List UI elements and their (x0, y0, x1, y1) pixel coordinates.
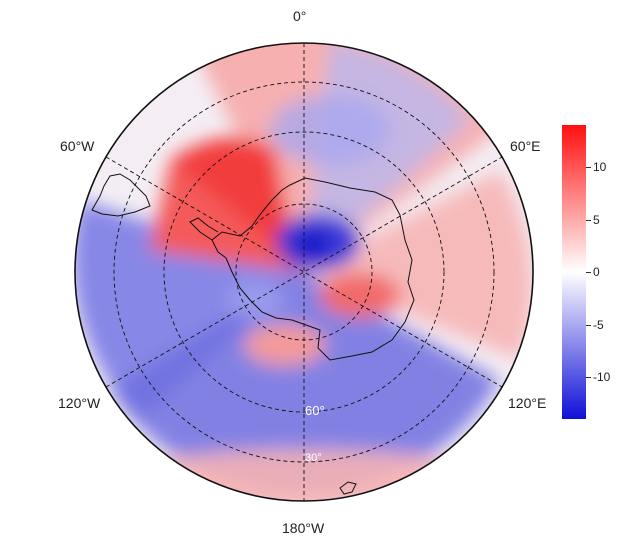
lat-label-30: 30° (305, 452, 322, 464)
lon-label-top: 0° (293, 8, 307, 24)
colorbar-tick-label: -10 (593, 370, 611, 384)
lon-label-lower-right: 120°E (508, 395, 547, 411)
colorbar-tick (586, 219, 591, 221)
antarctica-coastline (211, 177, 415, 361)
colorbar-tick (586, 377, 591, 378)
colorbar-tick-label: -5 (593, 317, 604, 332)
lon-label-upper-right: 60°E (510, 138, 541, 154)
lat-label-60: 60° (305, 403, 325, 418)
graticule (105, 43, 503, 501)
lon-label-upper-left: 60°W (60, 138, 95, 154)
lon-label-lower-left: 120°W (58, 395, 101, 411)
colorbar-tick-label: 5 (593, 212, 600, 227)
new-zealand-coastline (339, 481, 357, 495)
map-boundary (74, 42, 534, 502)
colorbar-tick-label: 0 (593, 265, 600, 279)
colorbar-tick (586, 167, 591, 168)
lon-label-bottom: 180°W (282, 520, 325, 536)
colorbar-tick (586, 324, 591, 326)
colorbar (562, 125, 586, 419)
south-america-coastline (91, 173, 151, 217)
anomaly-field (75, 43, 533, 501)
colorbar-tick (586, 272, 591, 273)
antarctic-peninsula (189, 217, 219, 241)
colorbar-tick-label: 10 (593, 160, 607, 174)
